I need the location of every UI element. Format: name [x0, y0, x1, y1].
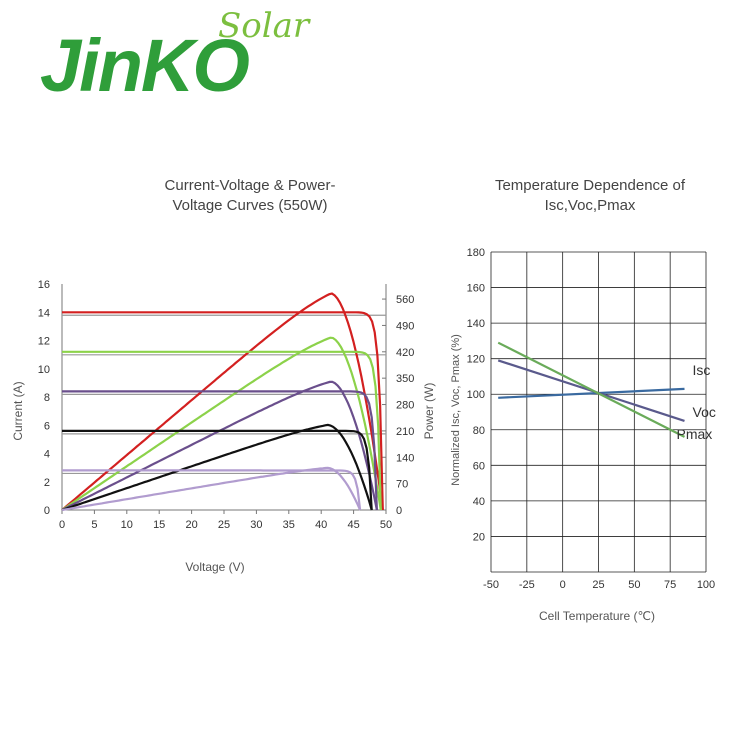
- pv-curve: [61, 292, 384, 511]
- temp-x-tick-label: 75: [664, 579, 676, 591]
- iv-y2-tick-label: 350: [396, 373, 414, 385]
- temp-series-line-pmax: [497, 341, 685, 438]
- temp-y-tick-label: 160: [467, 283, 485, 295]
- iv-x-axis-label: Voltage (V): [185, 560, 244, 574]
- iv-chart-title-line2: Voltage Curves (550W): [172, 197, 328, 214]
- temp-y-tick-label: 20: [473, 531, 485, 543]
- iv-y-tick-label: 10: [38, 364, 50, 376]
- iv-curve: [62, 311, 384, 511]
- temp-y-tick-label: 180: [467, 247, 485, 259]
- iv-curve: [62, 390, 378, 511]
- iv-x-tick-label: 10: [121, 519, 133, 531]
- temp-y-tick-label: 80: [473, 425, 485, 437]
- temp-x-tick-label: 100: [697, 579, 715, 591]
- iv-y-tick-label: 12: [38, 336, 50, 348]
- iv-y-tick-label: 16: [38, 279, 50, 291]
- temp-chart-title-line2: Isc,Voc,Pmax: [544, 197, 636, 214]
- iv-y-tick-label: 4: [44, 449, 50, 461]
- iv-x-tick-label: 20: [185, 519, 197, 531]
- iv-chart-title: Current-Voltage & Power- Voltage Curves …: [100, 176, 400, 216]
- jinko-solar-logo: JinKO Solar: [18, 4, 310, 107]
- iv-y2-tick-label: 490: [396, 320, 414, 332]
- iv-y-tick-label: 6: [44, 420, 50, 432]
- iv-curve: [62, 350, 382, 511]
- iv-y-axis-label: Current (A): [11, 381, 25, 440]
- iv-y-tick-label: 2: [44, 477, 50, 489]
- logo-sub-text: Solar: [218, 6, 310, 46]
- iv-curve: [62, 469, 362, 511]
- temp-y-tick-label: 40: [473, 496, 485, 508]
- temp-x-tick-label: 50: [628, 579, 640, 591]
- temp-chart-title: Temperature Dependence of Isc,Voc,Pmax: [440, 176, 740, 216]
- pv-curve: [61, 466, 362, 512]
- iv-y2-tick-label: 420: [396, 347, 414, 359]
- iv-x-tick-label: 35: [283, 519, 295, 531]
- logo-main-text: JinKO: [40, 24, 250, 107]
- iv-y-tick-label: 14: [38, 307, 50, 319]
- iv-y-tick-label: 0: [44, 505, 50, 517]
- iv-curve: [62, 429, 373, 511]
- iv-chart-title-line1: Current-Voltage & Power-: [164, 177, 336, 194]
- temp-series-label-isc: Isc: [693, 362, 711, 378]
- iv-y2-axis-label: Power (W): [422, 383, 436, 440]
- iv-y-tick-label: 8: [44, 392, 50, 404]
- iv-y2-tick-label: 140: [396, 452, 414, 464]
- temp-y-tick-label: 120: [467, 354, 485, 366]
- iv-x-tick-label: 45: [347, 519, 359, 531]
- iv-y2-tick-label: 0: [396, 505, 402, 517]
- temp-x-axis-label: Cell Temperature (℃): [539, 609, 655, 623]
- temp-x-tick-label: -25: [519, 579, 535, 591]
- iv-y2-tick-label: 70: [396, 479, 408, 491]
- temp-series-label-pmax: Pmax: [677, 426, 713, 442]
- temp-y-axis-label: Normalized Isc, Voc, Pmax (%): [450, 334, 462, 486]
- temp-x-tick-label: 25: [592, 579, 604, 591]
- temp-y-tick-label: 140: [467, 318, 485, 330]
- iv-x-tick-label: 25: [218, 519, 230, 531]
- temp-y-tick-label: 100: [467, 389, 485, 401]
- pv-curve: [61, 336, 382, 511]
- iv-y2-tick-label: 280: [396, 400, 414, 412]
- temp-y-tick-label: 60: [473, 460, 485, 472]
- iv-x-tick-label: 30: [250, 519, 262, 531]
- iv-y2-tick-label: 210: [396, 426, 414, 438]
- temp-chart-title-line1: Temperature Dependence of: [494, 177, 686, 194]
- temp-x-tick-label: -50: [483, 579, 499, 591]
- pv-curve: [61, 423, 373, 512]
- temp-series-line-isc: [498, 387, 685, 399]
- iv-x-tick-label: 15: [153, 519, 165, 531]
- temp-series-label-voc: Voc: [693, 404, 716, 420]
- iv-x-tick-label: 5: [91, 519, 97, 531]
- iv-x-tick-label: 0: [59, 519, 65, 531]
- iv-y2-tick-label: 560: [396, 294, 414, 306]
- temp-x-tick-label: 0: [560, 579, 566, 591]
- iv-x-tick-label: 50: [380, 519, 392, 531]
- pv-curve: [61, 380, 378, 511]
- iv-x-tick-label: 40: [315, 519, 327, 531]
